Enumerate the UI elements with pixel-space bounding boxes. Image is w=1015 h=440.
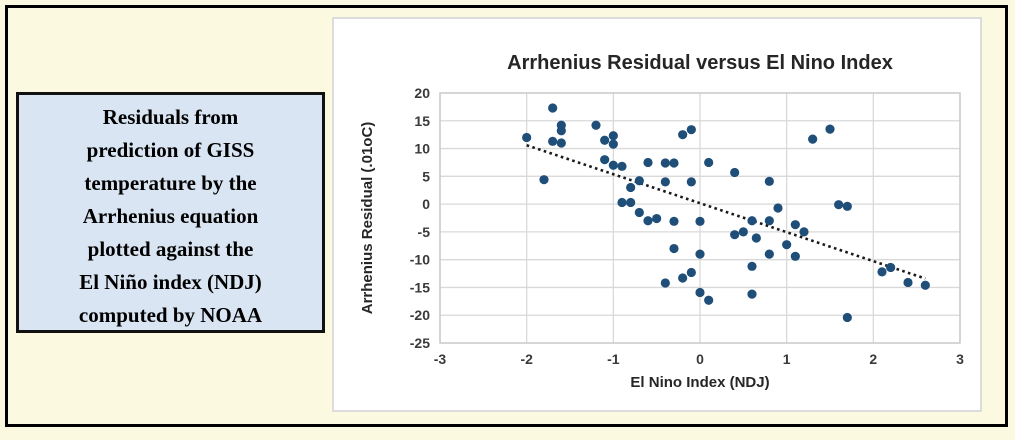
data-point (747, 289, 757, 299)
x-axis-label: El Nino Index (NDJ) (630, 374, 769, 391)
data-point (522, 132, 532, 143)
data-point (660, 177, 670, 187)
grid-layer (439, 92, 961, 344)
caption-line: prediction of GISS (86, 138, 255, 162)
x-tick-label: 2 (869, 351, 877, 367)
data-point (764, 176, 774, 186)
data-point (591, 120, 601, 130)
data-point (730, 230, 740, 240)
data-point (842, 312, 852, 323)
chart-title: Arrhenius Residual versus El Nino Index (507, 52, 893, 74)
caption-line: Arrhenius equation (82, 204, 259, 228)
data-point (600, 155, 610, 165)
data-point (660, 278, 670, 288)
data-point-layer (522, 103, 930, 323)
y-tick-label: -15 (410, 279, 430, 295)
data-point (669, 243, 679, 254)
caption-line: Residuals from (102, 105, 239, 129)
data-point (738, 227, 748, 237)
plot-border (439, 92, 961, 344)
data-point (608, 139, 618, 149)
data-point (842, 201, 852, 211)
y-tick-label: 20 (414, 85, 430, 101)
caption-line: El Niño index (NDJ) (79, 270, 262, 294)
chart-panel: Arrhenius Residual versus El Nino Index … (332, 17, 982, 412)
data-point (790, 220, 800, 230)
x-tick-label: -3 (434, 351, 447, 367)
data-point (600, 135, 610, 145)
data-point (920, 280, 930, 290)
data-point (790, 251, 800, 261)
data-point (617, 197, 627, 208)
y-axis-label: Arrhenius Residual (.01oC) (359, 122, 376, 315)
data-point (695, 287, 705, 298)
data-point (669, 158, 679, 168)
data-point (764, 216, 774, 226)
y-tick-label: 10 (414, 141, 430, 157)
y-tick-label: 0 (422, 196, 430, 212)
y-tick-label: 5 (422, 168, 430, 184)
caption-note-box: Residuals from prediction of GISS temper… (16, 92, 325, 333)
data-point (834, 200, 844, 210)
data-point (608, 131, 618, 141)
data-point (773, 203, 783, 213)
data-point (695, 249, 705, 259)
x-tick-label: 3 (956, 351, 964, 367)
y-tick-label: -10 (410, 252, 430, 268)
data-point (686, 125, 696, 135)
x-tick-label: 0 (696, 351, 704, 367)
data-point (730, 167, 740, 178)
data-point (556, 138, 566, 148)
caption-line: temperature by the (84, 171, 257, 195)
data-point (548, 103, 558, 113)
data-point (634, 176, 644, 186)
data-point (556, 126, 566, 136)
data-point (634, 207, 644, 218)
data-point (539, 175, 549, 185)
caption-line: computed by NOAA (78, 303, 263, 327)
y-tick-label: -25 (410, 335, 430, 351)
caption-line: plotted against the (87, 237, 254, 261)
data-point (747, 261, 757, 271)
data-point (903, 277, 913, 288)
y-tick-label: -5 (418, 224, 431, 240)
data-point (799, 227, 809, 237)
x-tick-label: -1 (607, 351, 620, 367)
trendline (526, 143, 926, 280)
data-point (877, 267, 887, 277)
data-point (608, 160, 618, 170)
y-tick-label: 15 (414, 113, 430, 129)
data-point (686, 177, 696, 187)
data-point (704, 157, 714, 168)
data-point (695, 216, 705, 226)
data-point (764, 249, 774, 259)
data-point (704, 295, 714, 305)
data-point (669, 216, 679, 226)
x-tick-label: 1 (783, 351, 791, 367)
data-point (808, 134, 818, 144)
data-point (747, 216, 757, 226)
data-point (678, 273, 688, 283)
data-point (886, 262, 896, 273)
data-point (686, 267, 696, 278)
data-point (643, 216, 653, 226)
x-tick-label: -2 (520, 351, 533, 367)
scatter-chart: Arrhenius Residual versus El Nino Index … (359, 52, 964, 391)
data-point (825, 124, 835, 134)
data-point (626, 182, 636, 193)
page-border-frame (5, 5, 1008, 427)
data-point (782, 240, 792, 250)
data-point (660, 158, 670, 168)
data-point (678, 130, 688, 140)
y-tick-label: -20 (410, 307, 430, 323)
data-point (548, 136, 558, 146)
data-point (617, 161, 627, 171)
data-point (643, 157, 653, 168)
data-point (751, 233, 761, 243)
trendline-layer (526, 143, 926, 280)
data-point (652, 213, 662, 224)
data-point (626, 197, 636, 208)
